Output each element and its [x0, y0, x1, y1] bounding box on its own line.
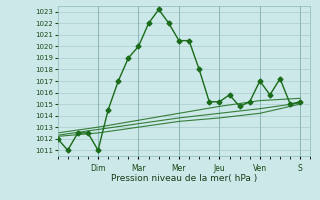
- X-axis label: Pression niveau de la mer( hPa ): Pression niveau de la mer( hPa ): [111, 174, 257, 183]
